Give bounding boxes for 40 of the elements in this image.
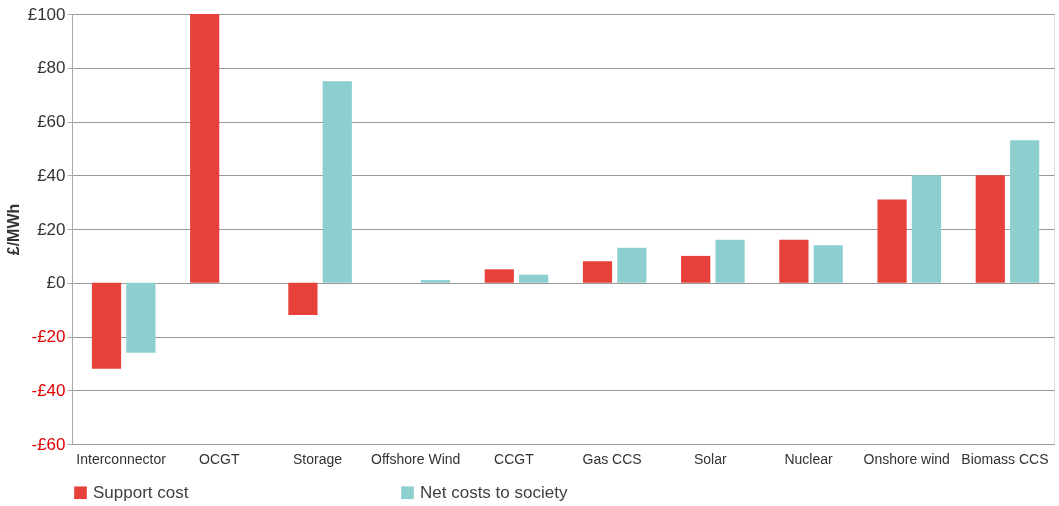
legend-label: Support cost [93,482,189,502]
legend-label: Net costs to society [420,482,568,502]
y-tick-label: £80 [37,58,66,78]
x-tick-label: OCGT [199,450,240,467]
y-tick-label: £40 [37,165,66,185]
bar [911,175,942,283]
y-tick-label: -£40 [31,380,66,400]
bar [975,175,1005,283]
bar [582,261,613,283]
y-axis-title: £/MWh [4,203,22,256]
bar [813,245,843,283]
bar [126,282,156,353]
bar [779,239,809,283]
bar [91,282,122,369]
y-tick-label: -£60 [31,434,66,454]
x-tick-label: Gas CCS [582,450,642,467]
y-tick-label: -£20 [31,327,66,346]
x-tick-label: Onshore wind [863,450,950,467]
bar [484,269,514,283]
bar [190,14,220,283]
x-tick-label: Biomass CCS [961,450,1049,467]
x-tick-label: Storage [292,450,343,467]
y-tick-label: £60 [37,112,66,131]
y-tick-label: £20 [37,219,66,239]
x-tick-label: Interconnector [76,450,167,467]
bar [681,255,711,283]
x-tick-label: CCGT [494,450,535,467]
x-tick-label: Offshore Wind [371,450,461,467]
bar [715,239,745,283]
y-tick-label: £100 [27,4,66,24]
bar [1010,140,1040,283]
bar [420,280,451,283]
x-tick-label: Nuclear [784,450,833,467]
bar [877,199,907,283]
bar [519,274,549,283]
y-tick-label: £0 [46,273,66,293]
x-tick-label: Solar [693,450,727,467]
bar [617,247,647,283]
bar [322,81,352,283]
bar [288,282,318,315]
